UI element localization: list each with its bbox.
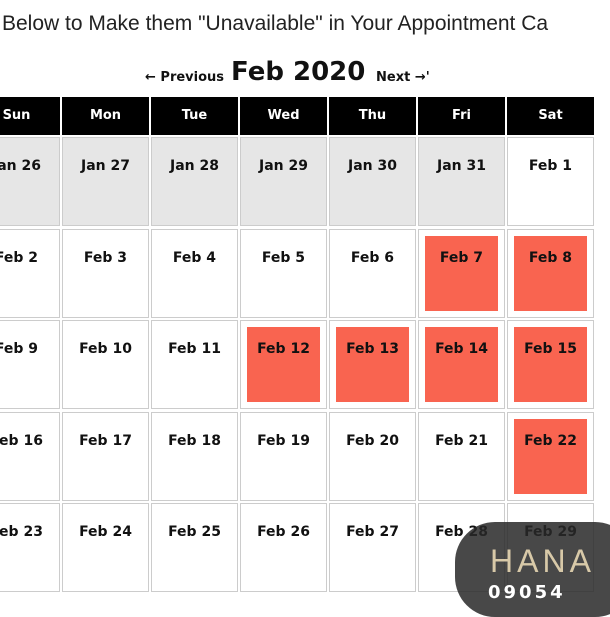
day-cell[interactable]: Feb 27 — [329, 503, 416, 592]
day-label: Feb 16 — [0, 432, 43, 449]
day-cell[interactable]: Jan 29 — [240, 137, 327, 226]
weekday-header: Thu — [329, 97, 416, 135]
unavailable-marker — [336, 327, 409, 402]
day-cell[interactable]: Jan 26 — [0, 137, 60, 226]
day-label: Feb 14 — [435, 341, 488, 357]
day-label: Feb 19 — [257, 432, 310, 449]
day-cell[interactable]: Feb 16 — [0, 411, 60, 501]
day-cell[interactable]: Feb 21 — [418, 411, 505, 501]
day-label: Feb 20 — [346, 432, 399, 449]
day-label: Jan 26 — [0, 158, 41, 174]
day-label: Feb 11 — [168, 341, 221, 357]
day-cell[interactable]: Feb 5 — [240, 228, 327, 318]
day-cell[interactable]: Feb 24 — [62, 503, 149, 592]
watermark-brand: HANA — [490, 543, 595, 579]
day-cell[interactable]: Feb 25 — [151, 503, 238, 592]
weekday-header: Sat — [507, 97, 594, 135]
day-cell[interactable]: Feb 14 — [418, 320, 505, 409]
day-label: Feb 13 — [346, 341, 399, 357]
day-cell[interactable]: Jan 31 — [418, 137, 505, 226]
month-title: Feb 2020 — [231, 57, 366, 87]
next-link[interactable]: Next →' — [376, 70, 430, 85]
day-label: Feb 3 — [83, 249, 128, 266]
unavailable-marker — [514, 418, 587, 494]
day-label: Feb 18 — [168, 432, 221, 449]
day-cell[interactable]: Feb 4 — [151, 228, 238, 318]
day-cell[interactable]: Feb 12 — [240, 320, 327, 409]
day-cell[interactable]: Feb 19 — [240, 411, 327, 501]
day-cell[interactable]: Feb 7 — [418, 228, 505, 318]
day-label: Feb 27 — [346, 524, 399, 540]
day-cell[interactable]: Feb 22 — [507, 411, 594, 501]
day-cell[interactable]: Feb 6 — [329, 228, 416, 318]
day-cell[interactable]: Feb 18 — [151, 411, 238, 501]
weekday-header: Wed — [240, 97, 327, 135]
day-cell[interactable]: Feb 3 — [62, 228, 149, 318]
day-label: Feb 24 — [79, 524, 132, 540]
day-label: Feb 10 — [79, 341, 132, 357]
weekday-header: Fri — [418, 97, 505, 135]
day-label: Jan 28 — [170, 158, 219, 174]
day-label: Feb 17 — [79, 432, 132, 449]
day-cell[interactable]: Feb 8 — [507, 228, 594, 318]
day-label: Feb 6 — [350, 249, 395, 266]
day-label: Jan 31 — [437, 158, 486, 174]
day-label: Jan 27 — [81, 158, 130, 174]
watermark-phone: 09054 — [488, 582, 566, 603]
day-cell[interactable]: Feb 9 — [0, 320, 60, 409]
day-label: Feb 21 — [435, 432, 488, 449]
day-cell[interactable]: Feb 10 — [62, 320, 149, 409]
day-label: Feb 26 — [257, 524, 310, 540]
day-label: Feb 25 — [168, 524, 221, 540]
day-label: Feb 9 — [0, 341, 39, 357]
day-cell[interactable]: Feb 26 — [240, 503, 327, 592]
day-label: Feb 1 — [528, 158, 573, 174]
day-label: Feb 23 — [0, 524, 43, 540]
day-label: Feb 15 — [524, 341, 577, 357]
day-cell[interactable]: Feb 23 — [0, 503, 60, 592]
day-cell[interactable]: Feb 13 — [329, 320, 416, 409]
day-cell[interactable]: Feb 11 — [151, 320, 238, 409]
day-cell[interactable]: Feb 17 — [62, 411, 149, 501]
day-cell[interactable]: Feb 20 — [329, 411, 416, 501]
unavailable-marker — [514, 235, 587, 311]
day-cell[interactable]: Feb 1 — [507, 137, 594, 226]
day-label: Feb 22 — [524, 432, 577, 449]
day-label: Feb 2 — [0, 249, 39, 266]
unavailable-marker — [425, 235, 498, 311]
day-label: Jan 29 — [259, 158, 308, 174]
unavailable-marker — [425, 327, 498, 402]
day-cell[interactable]: Feb 15 — [507, 320, 594, 409]
day-cell[interactable]: Feb 2 — [0, 228, 60, 318]
day-label: Feb 12 — [257, 341, 310, 357]
day-label: Jan 30 — [348, 158, 397, 174]
unavailable-marker — [247, 327, 320, 402]
day-cell[interactable]: Jan 30 — [329, 137, 416, 226]
day-label: Feb 7 — [439, 249, 484, 266]
previous-link[interactable]: ← Previous — [145, 70, 225, 85]
day-label: Feb 5 — [261, 249, 306, 266]
day-label: Feb 4 — [172, 249, 217, 266]
watermark — [455, 522, 610, 617]
weekday-header: Mon — [62, 97, 149, 135]
unavailable-marker — [514, 327, 587, 402]
weekday-header: Tue — [151, 97, 238, 135]
day-cell[interactable]: Jan 28 — [151, 137, 238, 226]
weekday-header: Sun — [0, 97, 60, 135]
day-label: Feb 8 — [528, 249, 573, 266]
day-cell[interactable]: Jan 27 — [62, 137, 149, 226]
header-title: Below to Make them "Unavailable" in Your… — [2, 12, 549, 35]
